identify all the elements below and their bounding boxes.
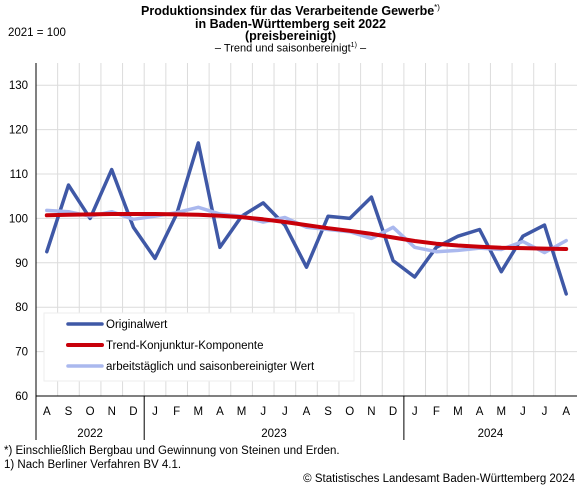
month-label: N xyxy=(367,406,375,418)
footnote-1: *) Einschließlich Bergbau und Gewinnung … xyxy=(4,445,340,457)
series-lines xyxy=(44,141,569,296)
source-credit: © Statistisches Landesamt Baden-Württemb… xyxy=(303,473,575,485)
series-line-1 xyxy=(44,212,569,251)
y-tick-label: 100 xyxy=(9,213,28,225)
y-tick-label: 80 xyxy=(15,302,28,314)
subtitle-end: – xyxy=(356,42,367,55)
month-label: J xyxy=(542,406,548,418)
month-label: S xyxy=(324,406,332,418)
month-label: J xyxy=(152,406,158,418)
month-label: O xyxy=(345,406,354,418)
month-label: A xyxy=(216,406,224,418)
index-base-note: 2021 = 100 xyxy=(8,27,66,39)
legend-label: Trend-Konjunktur-Komponente xyxy=(106,340,263,352)
legend: Originalwert Trend-Konjunktur-Komponente a… xyxy=(43,312,355,382)
y-tick-label: 60 xyxy=(15,391,28,403)
title-line-2: in Baden-Württemberg seit 2022 xyxy=(194,16,386,31)
month-label: O xyxy=(86,406,95,418)
month-label: J xyxy=(520,406,526,418)
month-label: M xyxy=(237,406,247,418)
month-label: D xyxy=(129,406,137,418)
month-label: F xyxy=(173,406,180,418)
chart-title: Produktionsindex für das Verarbeitende G… xyxy=(0,2,581,43)
legend-label: arbeitstäglich und saisonbereinigter Wer… xyxy=(106,361,315,373)
month-label: M xyxy=(496,406,506,418)
month-label: A xyxy=(43,406,51,418)
month-label: N xyxy=(108,406,116,418)
month-label: J xyxy=(282,406,288,418)
title-footnote-mark: *) xyxy=(434,3,440,12)
y-axis: 60 70 80 90 100 110 120 130 xyxy=(9,63,37,403)
footnote-2: 1) Nach Berliner Verfahren BV 4.1. xyxy=(4,459,182,471)
y-tick-label: 90 xyxy=(15,258,28,270)
title-line-3: (preisbereinigt) xyxy=(245,29,336,44)
chart-subtitle: – Trend und saisonbereinigt1) – xyxy=(0,42,581,55)
month-label: M xyxy=(194,406,204,418)
month-label: J xyxy=(412,406,418,418)
month-label: A xyxy=(303,406,311,418)
year-label: 2022 xyxy=(77,428,103,440)
subtitle-text: – Trend und saisonbereinigt xyxy=(214,42,351,55)
subtitle-footnote-mark: 1) xyxy=(350,42,357,49)
y-tick-label: 130 xyxy=(9,80,28,92)
title-line-1: Produktionsindex für das Verarbeitende G… xyxy=(141,4,435,19)
y-tick-label: 110 xyxy=(10,169,28,181)
month-label: D xyxy=(389,406,397,418)
legend-label: Originalwert xyxy=(106,319,168,331)
y-tick-label: 120 xyxy=(9,125,28,137)
y-tick-label: 70 xyxy=(15,347,28,359)
month-label: J xyxy=(260,406,266,418)
month-label: M xyxy=(453,406,463,418)
year-label: 2023 xyxy=(261,428,287,440)
month-label: A xyxy=(476,406,484,418)
month-label: A xyxy=(562,406,570,418)
month-label: F xyxy=(433,406,440,418)
series-line-0 xyxy=(45,141,568,296)
year-label: 2024 xyxy=(478,428,504,440)
month-label: S xyxy=(65,406,73,418)
